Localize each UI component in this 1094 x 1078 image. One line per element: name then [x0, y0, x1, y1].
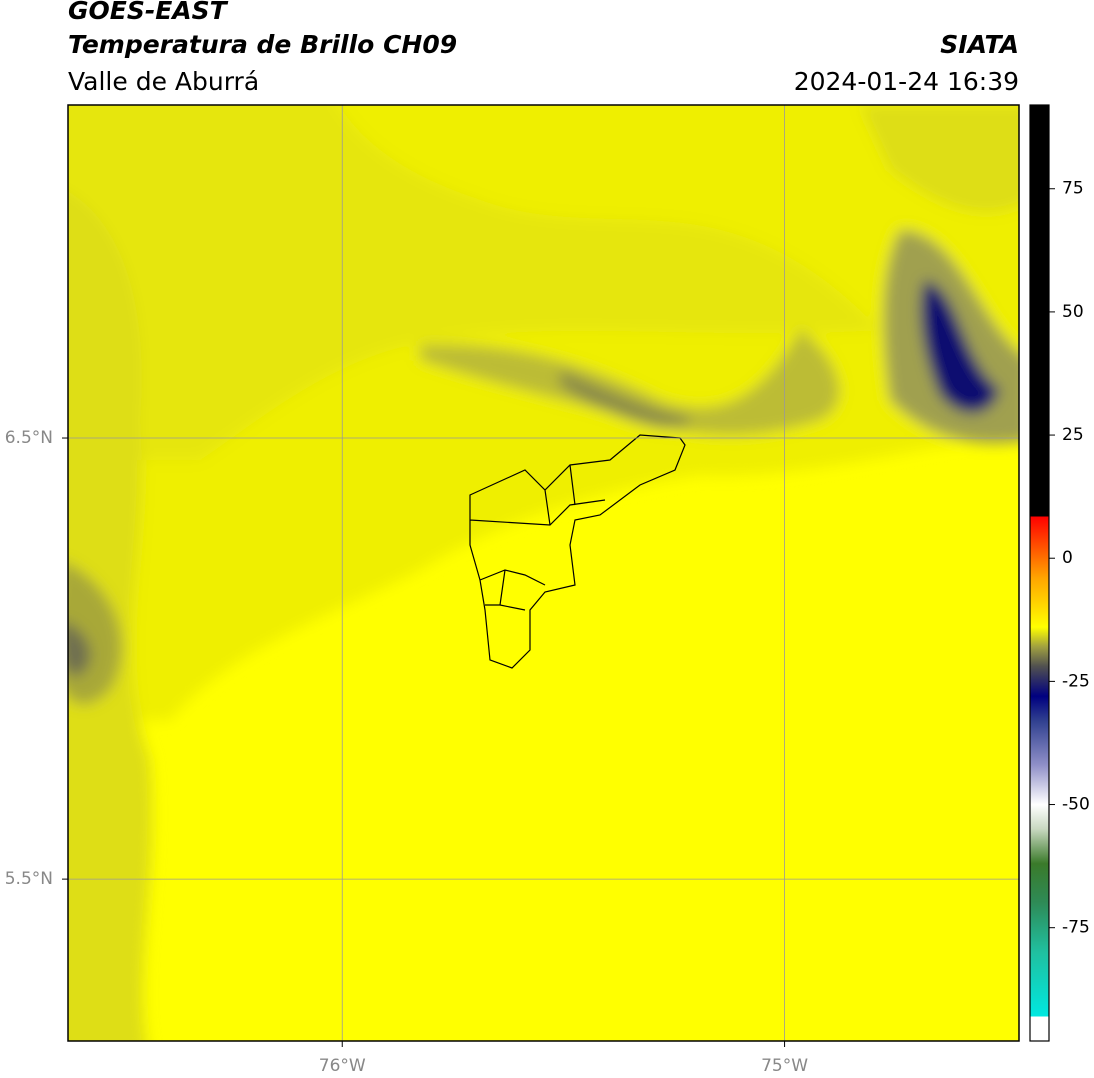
- colorbar-tick-label: 25: [1062, 425, 1084, 445]
- source: SIATA: [940, 30, 1019, 59]
- lat-tick-label: 5.5°N: [5, 869, 53, 889]
- title: GOES-EAST: [68, 0, 229, 25]
- map-frame: [67, 104, 1020, 1042]
- timestamp: 2024-01-24 16:39: [794, 67, 1019, 96]
- region: Valle de Aburrá: [68, 67, 259, 96]
- lon-tick-label: 76°W: [319, 1056, 366, 1076]
- colorbar-tick-label: 50: [1062, 302, 1084, 322]
- subtitle: Temperatura de Brillo CH09: [68, 30, 457, 59]
- colorbar-tick-label: -25: [1062, 671, 1090, 691]
- colorbar: [1029, 104, 1050, 1042]
- lon-tick-label: 75°W: [761, 1056, 808, 1076]
- imagery: [68, 105, 1019, 1041]
- colorbar-tick-label: 0: [1062, 548, 1073, 568]
- colorbar-tick-label: -75: [1062, 918, 1090, 938]
- colorbar-tick-label: -50: [1062, 795, 1090, 815]
- colorbar-tick-label: 75: [1062, 179, 1084, 199]
- lat-tick-label: 6.5°N: [5, 428, 53, 448]
